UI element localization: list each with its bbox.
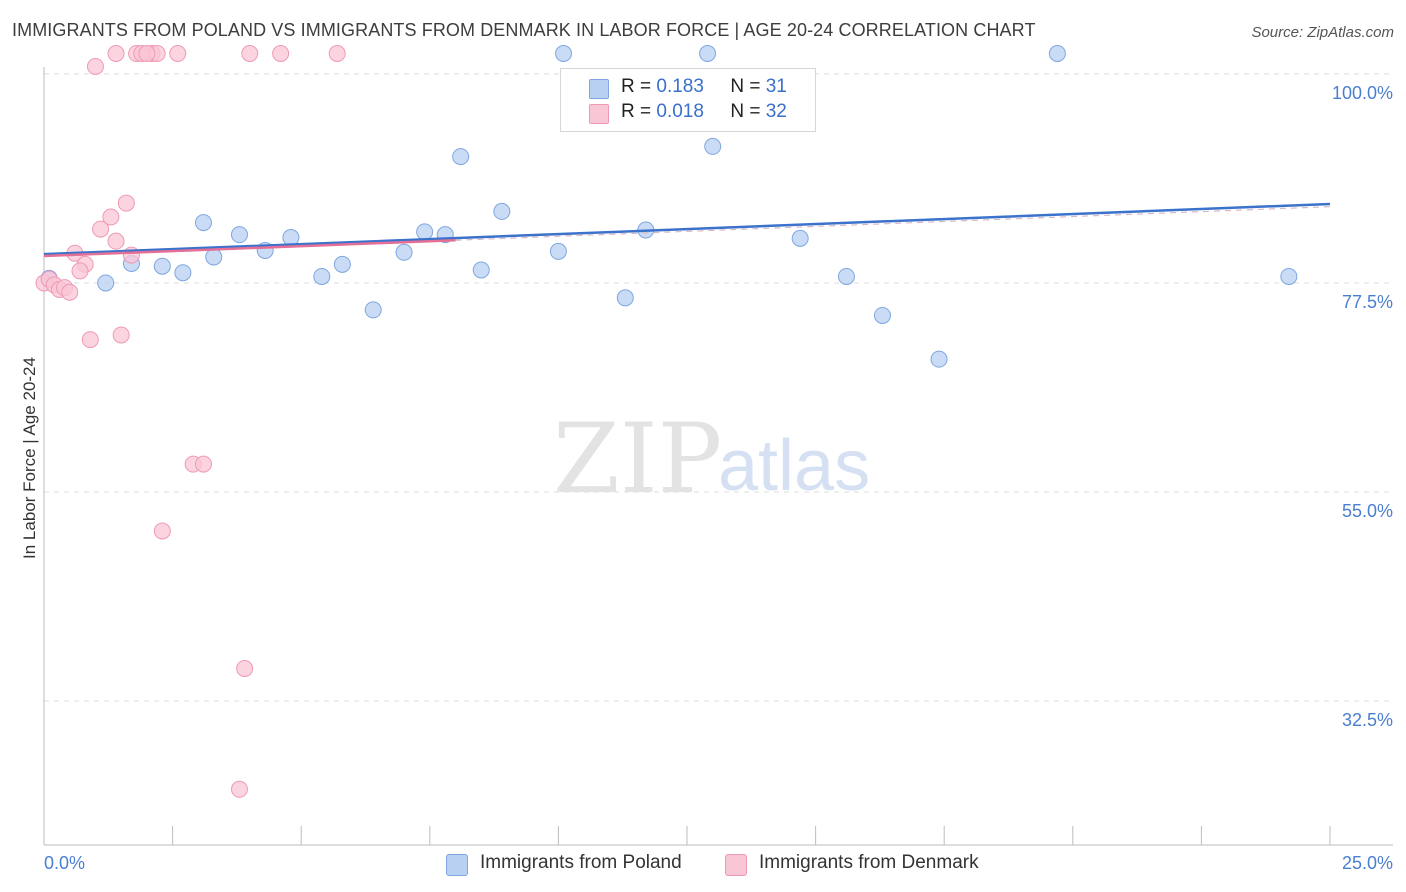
bottom-legend-swatch-poland [446, 854, 468, 876]
data-point-poland [1280, 267, 1298, 285]
legend-swatch-poland [589, 79, 609, 99]
data-point-denmark [117, 194, 135, 212]
data-point-poland [452, 148, 470, 166]
data-point-poland [395, 243, 413, 261]
data-point-poland [174, 264, 192, 282]
y-axis-label: In Labor Force | Age 20-24 [20, 357, 39, 559]
watermark-zip: ZIP [553, 403, 722, 515]
x-tick-max: 25.0% [1342, 853, 1393, 873]
stats-legend: R = 0.183 N = 31 R = 0.018 N = 32 [560, 68, 816, 132]
data-point-poland [313, 267, 331, 285]
data-point-poland [873, 306, 891, 324]
chart-title: IMMIGRANTS FROM POLAND VS IMMIGRANTS FRO… [12, 20, 1036, 40]
data-point-denmark [92, 220, 110, 238]
data-point-poland [699, 44, 717, 62]
legend-n-value-denmark: 32 [765, 101, 787, 122]
data-point-poland [205, 248, 223, 266]
data-point-poland [364, 301, 382, 319]
data-point-denmark [61, 283, 79, 301]
data-point-poland [230, 226, 248, 244]
series-denmark-points [35, 44, 346, 798]
data-point-denmark [102, 208, 120, 226]
watermark-atlas: atlas [718, 426, 870, 506]
x-tick-min: 0.0% [44, 853, 85, 873]
data-point-denmark [169, 44, 187, 62]
data-point-poland [416, 223, 434, 241]
y-tick-label: 55.0% [1342, 501, 1393, 521]
trend-lines [43, 202, 1331, 258]
trend-extension-denmark [455, 206, 1331, 241]
data-point-poland [333, 255, 351, 273]
y-tick-label: 77.5% [1342, 292, 1393, 312]
bottom-legend-swatch-denmark [725, 854, 747, 876]
data-point-poland [1048, 44, 1066, 62]
data-point-denmark [272, 44, 290, 62]
grid-lines [44, 73, 1393, 702]
data-point-denmark [107, 232, 125, 250]
data-point-poland [555, 44, 573, 62]
data-point-poland [616, 289, 634, 307]
bottom-legend-label-denmark: Immigrants from Denmark [759, 852, 979, 873]
axes [43, 67, 1393, 846]
data-point-denmark [86, 58, 104, 76]
data-point-denmark [328, 44, 346, 62]
y-tick-label: 100.0% [1332, 83, 1393, 103]
legend-n-label: N = [730, 101, 761, 122]
data-point-denmark [112, 326, 130, 344]
data-point-denmark [81, 331, 99, 349]
legend-r-label: R = [621, 76, 652, 97]
y-tick-labels: 100.0% 77.5% 55.0% 32.5% [1332, 83, 1393, 730]
data-point-denmark [138, 44, 156, 62]
data-point-poland [837, 267, 855, 285]
data-point-poland [549, 242, 567, 260]
data-point-denmark [236, 659, 254, 677]
data-point-poland [704, 137, 722, 155]
data-point-denmark [241, 44, 259, 62]
trend-line-denmark [43, 238, 456, 258]
data-point-denmark [107, 44, 125, 62]
data-point-poland [791, 229, 809, 247]
data-point-poland [282, 228, 300, 246]
data-point-denmark [194, 455, 212, 473]
legend-n-value-poland: 31 [765, 76, 787, 97]
data-point-poland [97, 274, 115, 292]
data-point-poland [472, 261, 490, 279]
y-tick-label: 32.5% [1342, 710, 1393, 730]
legend-r-label: R = [621, 101, 652, 122]
source-label: Source: ZipAtlas.com [1251, 24, 1394, 41]
data-point-poland [493, 202, 511, 220]
legend-r-value-poland: 0.183 [656, 76, 704, 97]
data-point-poland [153, 257, 171, 275]
legend-n-label: N = [730, 76, 761, 97]
watermark: ZIP atlas [553, 403, 870, 515]
bottom-legend-label-poland: Immigrants from Poland [480, 852, 682, 873]
legend-r-value-denmark: 0.018 [656, 101, 704, 122]
data-point-denmark [230, 780, 248, 798]
legend-swatch-denmark [589, 104, 609, 124]
data-point-poland [194, 214, 212, 232]
data-point-denmark [153, 522, 171, 540]
data-point-poland [930, 350, 948, 368]
trend-line-poland [43, 202, 1331, 256]
data-point-denmark [71, 262, 89, 280]
